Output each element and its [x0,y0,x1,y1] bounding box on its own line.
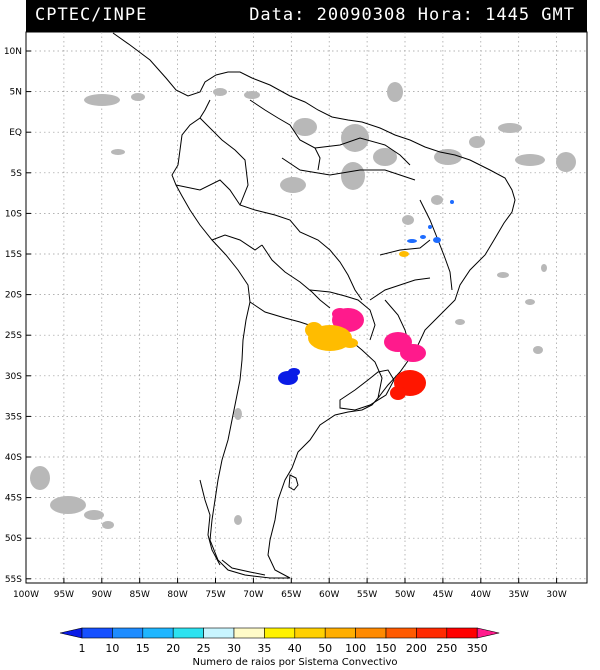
lon-label: 100W [13,590,39,600]
colorbar-segment [385,627,417,639]
lon-label: 95W [54,590,74,600]
lon-label: 80W [167,590,187,600]
lat-label: 20S [5,291,22,301]
colorbar-tick-label: 350 [467,642,488,655]
lon-label: 90W [92,590,112,600]
lat-label: 40S [5,453,22,463]
colorbar-tick-label: 15 [136,642,150,655]
colorbar-segment [355,627,387,639]
lon-label: 30W [546,590,566,600]
lon-label: 65W [281,590,301,600]
lat-label: 10S [5,209,22,219]
colorbar-segment [112,627,144,639]
lon-label: 50W [395,590,415,600]
colorbar-tick-label: 250 [436,642,457,655]
lon-label: 55W [357,590,377,600]
colorbar-tick-label: 20 [166,642,180,655]
colorbar-segment [264,627,296,639]
source-label: CPTEC/INPE [35,5,148,25]
lon-label: 60W [319,590,339,600]
colorbar-segment [81,627,113,639]
colorbar-tick-label: 100 [345,642,366,655]
date-time-label: Data: 20090308 Hora: 1445 GMT [249,5,575,25]
cloud-areas [30,82,576,529]
lat-label: 50S [5,534,22,544]
colorbar-tick-label: 50 [318,642,332,655]
colorbar-tick-label: 10 [105,642,119,655]
longitude-labels: 100W 95W 90W 85W 80W 75W 70W 65W 60W 55W 50W 45W 40W… [13,578,567,600]
colorbar-right-arrow [476,627,500,639]
colorbar-tick-label: 200 [406,642,427,655]
map-header: CPTEC/INPE Data: 20090308 Hora: 1445 GMT [26,0,587,32]
latitude-labels: 10N 5N EQ 5S 10S 15S 20S 25S 30S 35S 40S 45S 50S 55S [4,47,31,585]
lat-label: 30S [5,372,22,382]
lat-label: 25S [5,331,22,341]
colorbar-segment [203,627,235,639]
colorbar-left-arrow [59,627,83,639]
colorbar-title: Numero de raios por Sistema Convectivo [192,657,397,668]
colorbar: 1 10 15 20 25 30 35 40 50 100 150 200 250 350 [59,627,500,655]
lon-label: 35W [509,590,529,600]
colorbar-segment [446,627,478,639]
colorbar-tick-label: 30 [227,642,241,655]
lon-label: 40W [471,590,491,600]
colorbar-segment [172,627,204,639]
colorbar-tick-label: 40 [288,642,302,655]
lat-label: 5N [10,88,22,98]
map-frame [25,31,588,584]
colorbar-segment [142,627,174,639]
lon-label: 45W [433,590,453,600]
lon-label: 75W [205,590,225,600]
lat-label: 45S [5,494,22,504]
lat-label: 55S [5,575,22,585]
lat-label: 10N [4,47,22,57]
lat-label: EQ [9,128,22,138]
colorbar-segment [233,627,265,639]
colorbar-tick-label: 25 [197,642,211,655]
lat-label: 5S [11,169,23,179]
colorbar-segment [324,627,356,639]
colorbar-tick-label: 35 [257,642,271,655]
colorbar-tick-label: 1 [79,642,86,655]
lon-label: 85W [130,590,150,600]
convective-systems [278,200,454,400]
colorbar-segment [294,627,326,639]
lat-label: 35S [5,412,22,422]
lon-label: 70W [243,590,263,600]
colorbar-segment [416,627,448,639]
lat-label: 15S [5,250,22,260]
colorbar-tick-label: 150 [376,642,397,655]
